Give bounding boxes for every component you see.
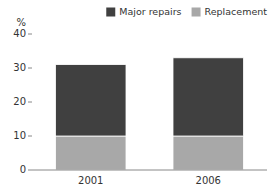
y-tick [28, 34, 32, 35]
y-tick [28, 102, 32, 103]
y-tick-label: 0 [20, 164, 26, 175]
bar [173, 136, 244, 170]
y-axis-label: % [16, 17, 26, 28]
y-tick-label: 40 [13, 28, 26, 39]
bar [56, 65, 127, 136]
legend-swatch [192, 8, 201, 17]
legend-label: Replacement [205, 6, 268, 17]
legend: Replacement Major repairs [106, 6, 267, 17]
y-tick [28, 170, 32, 171]
y-tick-label: 10 [13, 130, 26, 141]
y-tick-label: 20 [13, 96, 26, 107]
bar [56, 136, 127, 170]
y-tick [28, 136, 32, 137]
y-tick-label: 30 [13, 62, 26, 73]
legend-label: Major repairs [119, 6, 181, 17]
bar [173, 58, 244, 136]
chart: 0 10 20 30 40% 2001 2006 Replacement Major repai… [0, 0, 277, 192]
bars [56, 58, 244, 170]
x-tick-label: 2001 [78, 175, 103, 186]
y-tick [28, 68, 32, 69]
x-axis-line [32, 170, 267, 171]
legend-swatch [106, 8, 115, 17]
x-tick-label: 2006 [196, 175, 221, 186]
